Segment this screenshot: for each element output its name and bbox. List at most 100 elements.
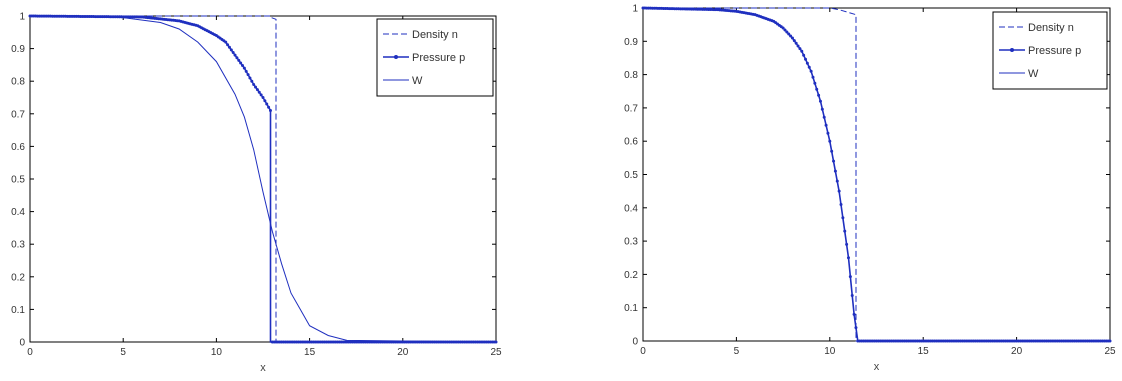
- x-tick-label: 0: [27, 347, 33, 358]
- legend-marker: [1010, 48, 1014, 52]
- series-marker: [259, 93, 263, 97]
- y-tick-label: 0.6: [624, 137, 638, 148]
- series-marker: [268, 109, 272, 113]
- x-tick-label: 25: [1104, 346, 1116, 357]
- legend-label: W: [1028, 68, 1039, 80]
- series-marker: [830, 149, 834, 153]
- series-marker: [813, 81, 817, 85]
- legend-label: W: [412, 75, 423, 87]
- series-marker: [820, 107, 824, 111]
- series-marker: [246, 73, 250, 77]
- y-tick-label: 0.2: [624, 270, 638, 281]
- y-tick-label: 0.9: [624, 37, 638, 48]
- y-tick-label: 0.4: [624, 203, 638, 214]
- series-marker: [244, 69, 248, 73]
- x-tick-label: 10: [824, 346, 836, 357]
- legend-label: Density n: [1028, 22, 1074, 34]
- series-marker: [828, 139, 832, 143]
- y-tick-label: 1: [632, 4, 638, 15]
- y-tick-label: 0: [632, 337, 638, 348]
- y-tick-label: 0.1: [624, 303, 638, 314]
- series-marker: [845, 242, 849, 246]
- series-marker: [783, 28, 787, 32]
- series-marker: [240, 64, 244, 68]
- legend-label: Pressure p: [1028, 45, 1081, 57]
- x-tick-label: 10: [211, 347, 223, 358]
- series-marker: [781, 26, 785, 30]
- y-tick-label: 0.2: [11, 272, 25, 283]
- series-marker: [250, 79, 254, 83]
- x-tick-label: 5: [120, 347, 126, 358]
- y-tick-label: 0.4: [11, 207, 25, 218]
- series-density-n-line: [643, 7, 1110, 342]
- series-marker: [263, 99, 267, 103]
- series-marker: [809, 69, 813, 73]
- series-marker: [835, 179, 839, 183]
- series-marker: [854, 326, 858, 330]
- series-marker: [792, 39, 796, 43]
- legend-label: Pressure p: [412, 52, 465, 64]
- series-marker: [839, 202, 843, 206]
- series-marker: [237, 58, 241, 62]
- y-tick-label: 0.8: [11, 77, 25, 88]
- series-marker: [796, 44, 800, 48]
- series-marker: [843, 229, 847, 233]
- series-marker: [239, 61, 243, 65]
- series-marker: [248, 76, 252, 80]
- x-tick-label: 20: [397, 347, 409, 358]
- x-tick-label: 25: [490, 347, 502, 358]
- left-plot: 0 5 10 15 20 25 0 0.1 0.2 0.3 0.4 0.5 0.6 0.7 0.8 0.9 1 x…: [11, 12, 502, 375]
- series-marker: [789, 34, 793, 38]
- series-marker: [832, 159, 836, 163]
- series-marker: [226, 43, 230, 47]
- x-axis-label: x: [260, 362, 266, 374]
- series-w-line: [29, 15, 497, 343]
- series-marker: [790, 36, 794, 40]
- y-tick-label: 0.3: [624, 237, 638, 248]
- y-tick-label: 0.5: [11, 175, 25, 186]
- series-marker: [798, 47, 802, 51]
- series-marker: [785, 30, 789, 34]
- series-marker: [815, 87, 819, 91]
- series-marker: [846, 256, 850, 260]
- series-marker: [833, 169, 837, 173]
- x-tick-label: 5: [734, 346, 740, 357]
- y-tick-label: 0.9: [11, 44, 25, 55]
- y-tick-label: 0.1: [11, 305, 25, 316]
- series-marker: [257, 90, 261, 94]
- series-marker: [242, 66, 246, 70]
- series-marker: [261, 96, 265, 99]
- series-marker: [224, 40, 228, 44]
- series-marker: [800, 49, 804, 53]
- series-marker: [841, 216, 845, 220]
- x-tick-label: 15: [918, 346, 930, 357]
- series-marker: [267, 105, 271, 109]
- x-tick-label: 0: [640, 346, 646, 357]
- series-marker: [229, 48, 233, 52]
- series-marker: [255, 88, 259, 92]
- series-marker: [818, 99, 822, 103]
- series-marker: [822, 115, 826, 119]
- y-tick-label: 0.6: [11, 142, 25, 153]
- series-marker: [802, 53, 806, 57]
- y-tick-label: 0.5: [624, 170, 638, 181]
- y-tick-label: 0: [19, 338, 25, 349]
- x-tick-label: 20: [1011, 346, 1023, 357]
- series-marker: [235, 56, 239, 60]
- legend-label: Density n: [412, 29, 458, 41]
- x-tick-label: 15: [304, 347, 316, 358]
- series-marker: [850, 293, 854, 297]
- y-tick-label: 0.8: [624, 70, 638, 81]
- series-marker: [805, 61, 809, 65]
- series-marker: [265, 102, 269, 106]
- y-tick-label: 0.7: [624, 103, 638, 114]
- series-marker: [794, 41, 798, 45]
- x-axis-label: x: [874, 361, 880, 373]
- series-marker: [837, 189, 841, 193]
- series-marker: [811, 75, 815, 79]
- series-marker: [807, 65, 811, 69]
- series-marker: [252, 82, 256, 86]
- series-marker: [254, 85, 258, 89]
- series-marker: [231, 51, 235, 55]
